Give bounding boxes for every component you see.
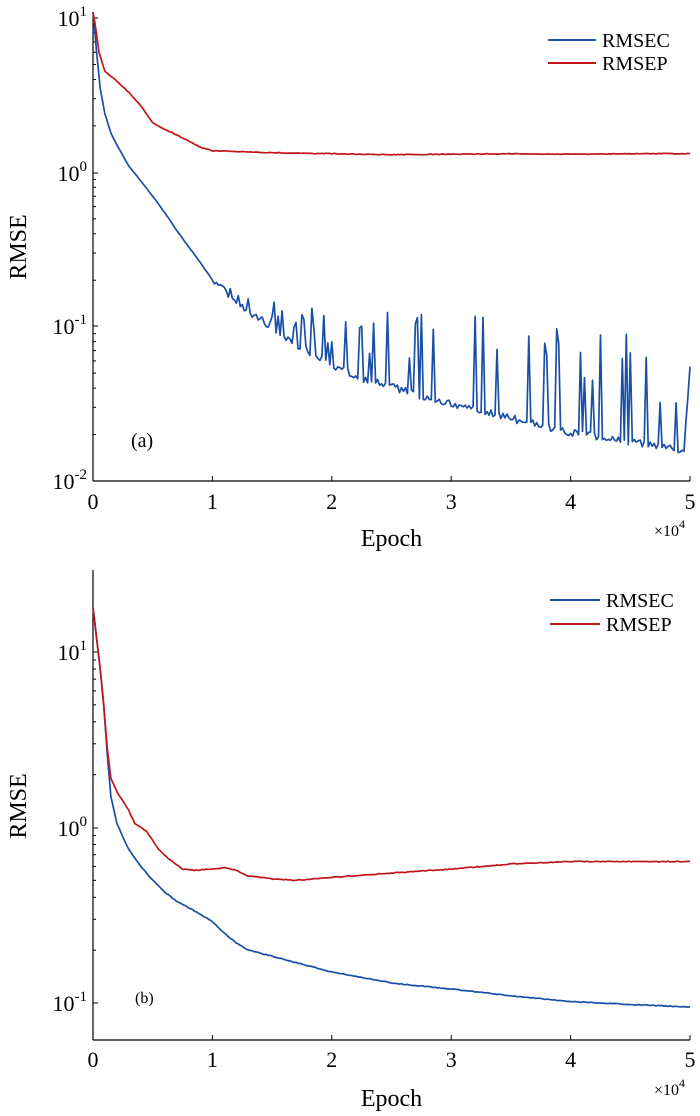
legend-label-rmsep: RMSEP — [606, 614, 672, 636]
chart-panel-a: 101 100 10-1 10-20 1 2 3 4 5×104 Epoch RMSE (a) RMSE… — [6, 4, 696, 552]
series-line-rmsec — [92, 607, 691, 1008]
panel-label: (a) — [131, 430, 153, 452]
legend-label-rmsec: RMSEC — [606, 590, 674, 612]
x-tick-label: 1 — [207, 489, 218, 514]
y-tick-label: 101 — [58, 638, 88, 665]
x-tick-label: 4 — [565, 1047, 576, 1072]
y-tick-label: 10-2 — [53, 467, 88, 494]
chart-panel-b: 101 100 10-1 0 1 2 3 4 5×104 Epoch RMSE (b) RMSECRMS… — [6, 570, 696, 1112]
y-tick-label: 101 — [58, 4, 88, 31]
x-axis-label: Epoch — [361, 1086, 422, 1112]
x-tick-label: 1 — [207, 1047, 218, 1072]
x-multiplier: ×104 — [654, 517, 685, 540]
x-tick-label: 2 — [326, 1047, 337, 1072]
y-tick-label: 100 — [58, 159, 88, 186]
x-axis-label: Epoch — [361, 526, 422, 552]
x-tick-label: 4 — [565, 489, 576, 514]
x-tick-label: 5 — [685, 489, 696, 514]
x-tick-label: 0 — [88, 489, 99, 514]
series-line-rmsep — [92, 11, 691, 156]
x-tick-label: 3 — [446, 489, 457, 514]
x-tick-label: 0 — [88, 1047, 99, 1072]
y-tick-label: 10-1 — [53, 989, 88, 1016]
x-tick-label: 2 — [326, 489, 337, 514]
y-tick-label: 100 — [58, 814, 88, 841]
x-tick-label: 5 — [685, 1047, 696, 1072]
x-tick-label: 3 — [446, 1047, 457, 1072]
y-tick-label: 10-1 — [53, 312, 88, 339]
legend-label-rmsec: RMSEC — [602, 30, 670, 52]
series-line-rmsep — [92, 607, 691, 882]
x-multiplier: ×104 — [654, 1076, 685, 1099]
legend-label-rmsep: RMSEP — [602, 53, 668, 75]
series-line-rmsec — [92, 11, 691, 454]
panel-label: (b) — [135, 990, 154, 1007]
y-axis-label: RMSE — [6, 773, 32, 838]
y-axis-label: RMSE — [6, 214, 32, 279]
